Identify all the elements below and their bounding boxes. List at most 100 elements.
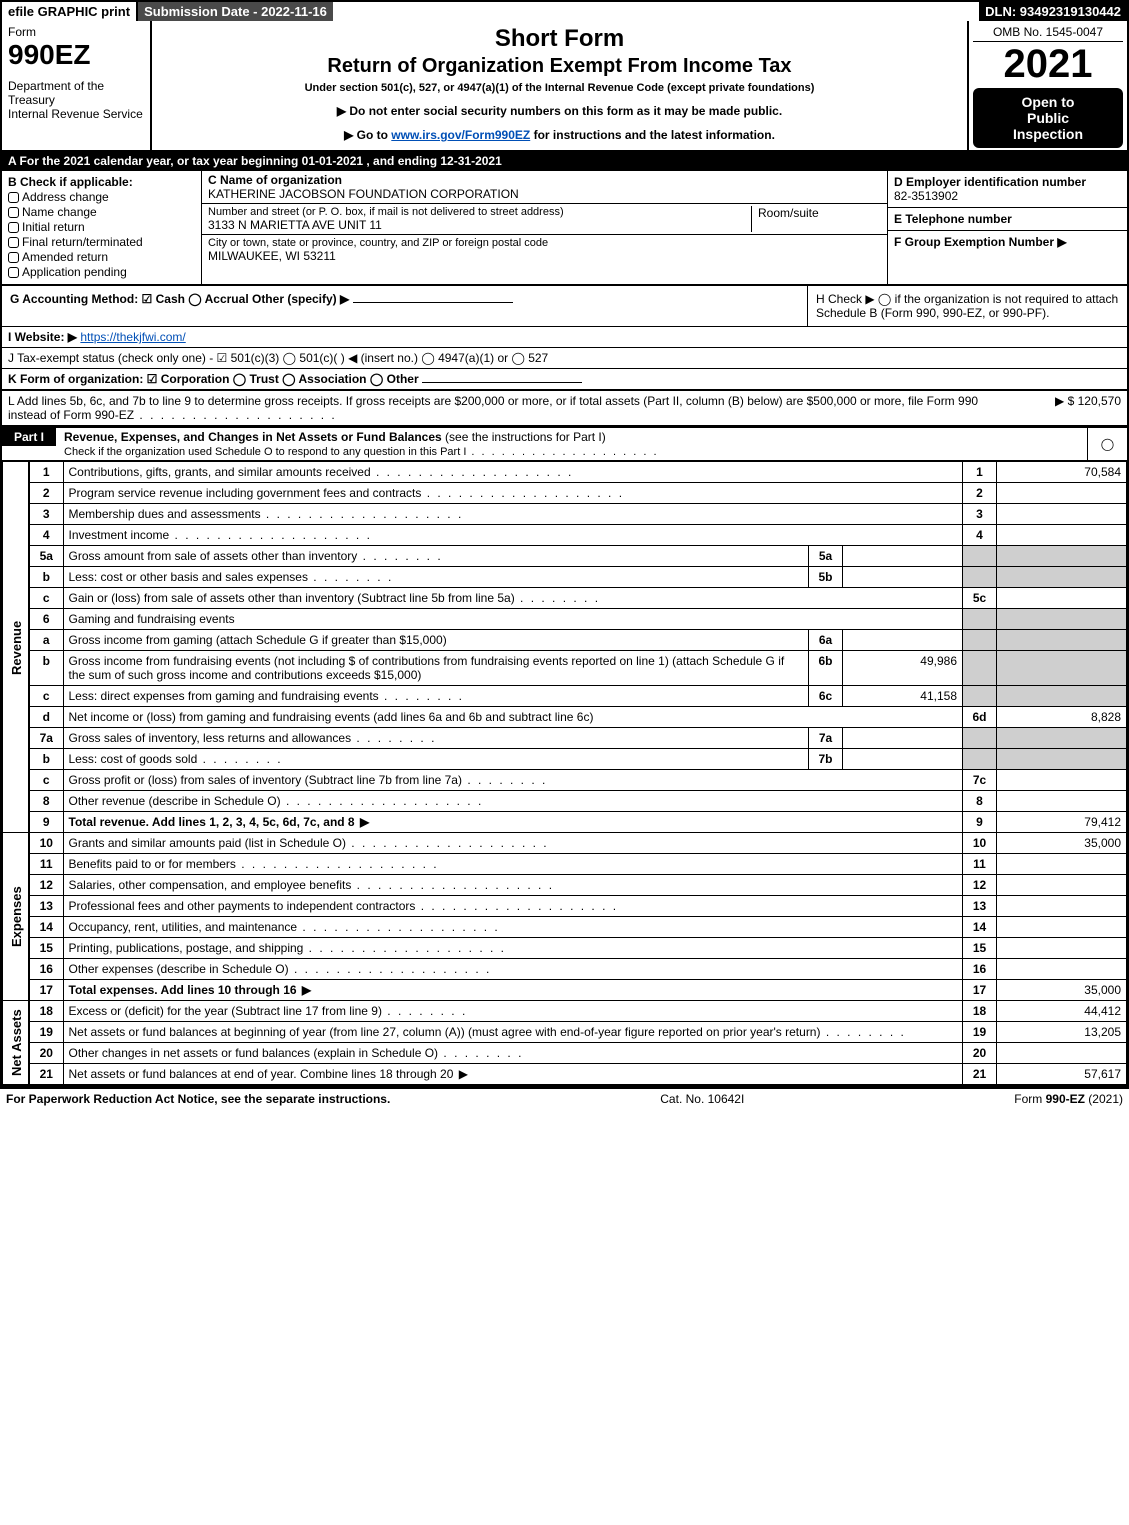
subtitle-code: Under section 501(c), 527, or 4947(a)(1)…	[160, 82, 959, 94]
row-g-h: G Accounting Method: ☑ Cash ◯ Accrual Ot…	[2, 286, 1127, 327]
l1-c: 1	[963, 462, 997, 483]
d-label: D Employer identification number	[894, 175, 1121, 189]
l8-num: 8	[29, 791, 63, 812]
l19-amt: 13,205	[997, 1022, 1127, 1043]
l6c-text: Less: direct expenses from gaming and fu…	[63, 686, 809, 707]
line-11: 11 Benefits paid to or for members 11	[3, 854, 1127, 875]
l5b-text: Less: cost or other basis and sales expe…	[63, 567, 809, 588]
chk-name-change[interactable]: Name change	[8, 205, 195, 219]
l5a-num: 5a	[29, 546, 63, 567]
chk-application-pending[interactable]: Application pending	[8, 265, 195, 279]
l2-c: 2	[963, 483, 997, 504]
chk-final-return[interactable]: Final return/terminated	[8, 235, 195, 249]
l6a-ic: 6a	[809, 630, 843, 651]
part-i-tab: Part I	[2, 428, 56, 446]
chk-amended[interactable]: Amended return	[8, 250, 195, 264]
line-6b: b Gross income from fundraising events (…	[3, 651, 1127, 686]
l5b-gray	[963, 567, 997, 588]
l18-num: 18	[29, 1001, 63, 1022]
l7a-ic: 7a	[809, 728, 843, 749]
line-7a: 7a Gross sales of inventory, less return…	[3, 728, 1127, 749]
l7b-gray2	[997, 749, 1127, 770]
l3-amt	[997, 504, 1127, 525]
l21-c: 21	[963, 1064, 997, 1085]
part-i-checkbox[interactable]: ◯	[1087, 428, 1127, 460]
city-label: City or town, state or province, country…	[208, 237, 881, 249]
form-word: Form	[8, 25, 144, 39]
org-info-column: C Name of organization KATHERINE JACOBSO…	[202, 171, 887, 284]
g-other-line[interactable]	[353, 302, 513, 303]
footer-form-post: (2021)	[1085, 1092, 1123, 1106]
line-2: 2 Program service revenue including gove…	[3, 483, 1127, 504]
l15-text: Printing, publications, postage, and shi…	[63, 938, 963, 959]
line-10: Expenses 10 Grants and similar amounts p…	[3, 833, 1127, 854]
l7a-text: Gross sales of inventory, less returns a…	[63, 728, 809, 749]
l6b-ic: 6b	[809, 651, 843, 686]
l13-amt	[997, 896, 1127, 917]
l2-text: Program service revenue including govern…	[63, 483, 963, 504]
k-other-line[interactable]	[422, 382, 582, 383]
l-text: L Add lines 5b, 6c, and 7b to line 9 to …	[8, 394, 1001, 422]
l3-c: 3	[963, 504, 997, 525]
l4-num: 4	[29, 525, 63, 546]
l10-text: Grants and similar amounts paid (list in…	[63, 833, 963, 854]
l6b-num: b	[29, 651, 63, 686]
omb-number: OMB No. 1545-0047	[973, 23, 1123, 42]
chk-initial-return[interactable]: Initial return	[8, 220, 195, 234]
footer-formref: Form 990-EZ (2021)	[1014, 1092, 1123, 1106]
l5c-num: c	[29, 588, 63, 609]
line-21: 21 Net assets or fund balances at end of…	[3, 1064, 1127, 1085]
line-3: 3 Membership dues and assessments 3	[3, 504, 1127, 525]
submission-date: Submission Date - 2022-11-16	[138, 2, 333, 21]
website-link[interactable]: https://thekjfwi.com/	[80, 330, 185, 344]
l8-amt	[997, 791, 1127, 812]
l17-amt: 35,000	[997, 980, 1127, 1001]
irs-link[interactable]: www.irs.gov/Form990EZ	[391, 128, 530, 142]
l9-c: 9	[963, 812, 997, 833]
ein-value: 82-3513902	[894, 189, 1121, 203]
l18-c: 18	[963, 1001, 997, 1022]
line-6: 6 Gaming and fundraising events	[3, 609, 1127, 630]
org-name-row: C Name of organization KATHERINE JACOBSO…	[202, 171, 887, 204]
l17-text: Total expenses. Add lines 10 through 16	[63, 980, 963, 1001]
l21-num: 21	[29, 1064, 63, 1085]
l3-text: Membership dues and assessments	[63, 504, 963, 525]
l18-text: Excess or (deficit) for the year (Subtra…	[63, 1001, 963, 1022]
header-right: OMB No. 1545-0047 2021 Open to Public In…	[967, 21, 1127, 150]
l11-c: 11	[963, 854, 997, 875]
line-7c: c Gross profit or (loss) from sales of i…	[3, 770, 1127, 791]
tax-year: 2021	[973, 42, 1123, 86]
line-19: 19 Net assets or fund balances at beginn…	[3, 1022, 1127, 1043]
l5b-ic: 5b	[809, 567, 843, 588]
line-9: 9 Total revenue. Add lines 1, 2, 3, 4, 5…	[3, 812, 1127, 833]
l5c-c: 5c	[963, 588, 997, 609]
goto-suffix: for instructions and the latest informat…	[530, 128, 775, 142]
l6b-iv: 49,986	[843, 651, 963, 686]
l13-num: 13	[29, 896, 63, 917]
line-14: 14 Occupancy, rent, utilities, and maint…	[3, 917, 1127, 938]
l4-text: Investment income	[63, 525, 963, 546]
header-left: Form 990EZ Department of the Treasury In…	[2, 21, 152, 150]
l20-c: 20	[963, 1043, 997, 1064]
efile-label: efile GRAPHIC print	[2, 2, 138, 21]
department-label: Department of the Treasury Internal Reve…	[8, 79, 144, 121]
l1-text: Contributions, gifts, grants, and simila…	[63, 462, 963, 483]
g-accounting-method: G Accounting Method: ☑ Cash ◯ Accrual Ot…	[2, 286, 807, 326]
telephone-box: E Telephone number	[888, 208, 1127, 231]
l13-text: Professional fees and other payments to …	[63, 896, 963, 917]
l18-amt: 44,412	[997, 1001, 1127, 1022]
chk-address-change[interactable]: Address change	[8, 190, 195, 204]
line-18: Net Assets 18 Excess or (deficit) for th…	[3, 1001, 1127, 1022]
l5a-iv	[843, 546, 963, 567]
l6a-text: Gross income from gaming (attach Schedul…	[63, 630, 809, 651]
l1-amt: 70,584	[997, 462, 1127, 483]
form-number: 990EZ	[8, 39, 144, 71]
top-bar: efile GRAPHIC print Submission Date - 20…	[2, 2, 1127, 21]
l5a-gray2	[997, 546, 1127, 567]
l6a-iv	[843, 630, 963, 651]
right-info-column: D Employer identification number 82-3513…	[887, 171, 1127, 284]
title-short-form: Short Form	[160, 25, 959, 53]
l7a-gray	[963, 728, 997, 749]
l16-amt	[997, 959, 1127, 980]
l11-text: Benefits paid to or for members	[63, 854, 963, 875]
